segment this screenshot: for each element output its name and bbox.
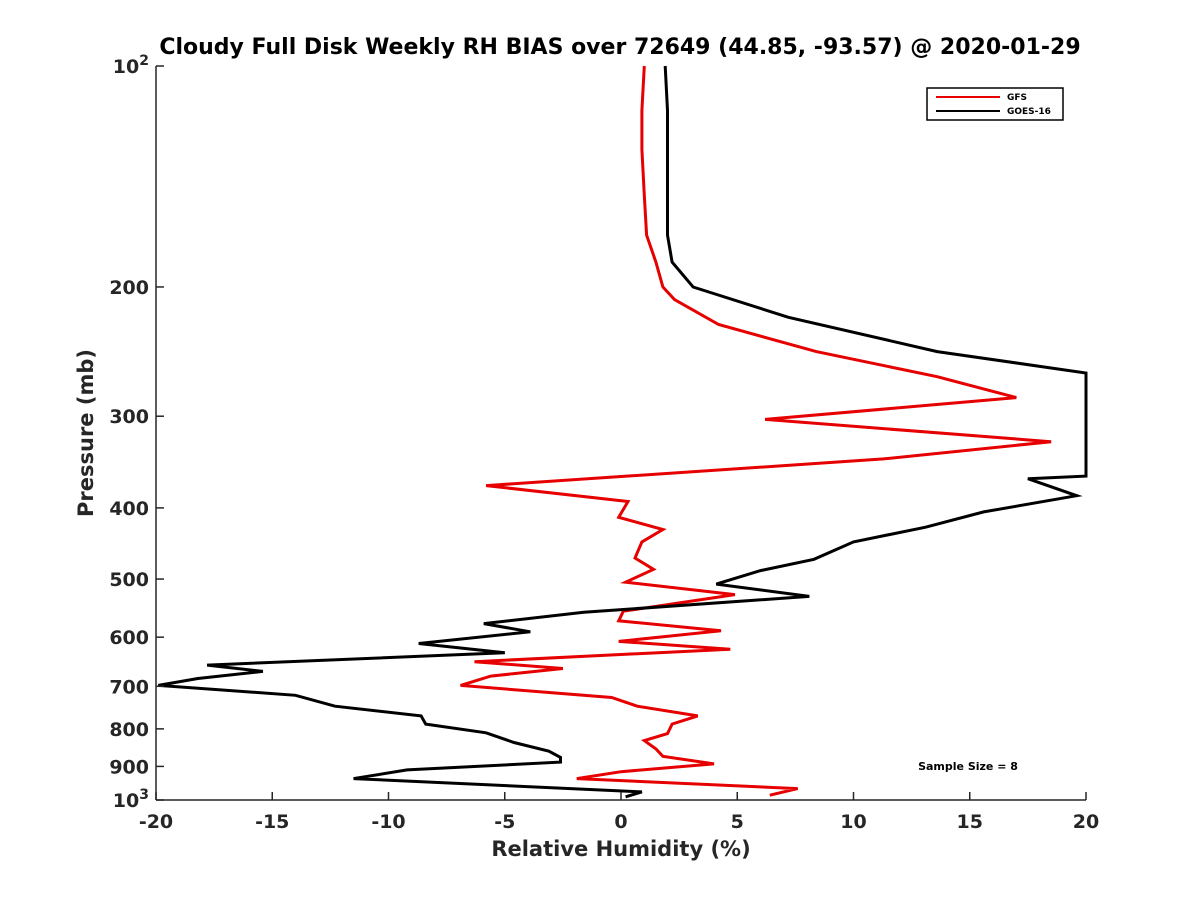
y-tick-label: 103 xyxy=(113,787,149,812)
legend-label-gfs: GFS xyxy=(1007,93,1027,103)
x-tick-label: -20 xyxy=(139,811,173,833)
y-tick-label: 700 xyxy=(109,676,149,698)
x-axis-label: Relative Humidity (%) xyxy=(491,837,750,861)
legend: GFS GOES-16 xyxy=(926,87,1064,121)
y-tick-label: 102 xyxy=(113,53,149,78)
x-tick-label: 10 xyxy=(840,811,866,833)
chart-title: Cloudy Full Disk Weekly RH BIAS over 726… xyxy=(159,35,1080,60)
y-axis-label: Pressure (mb) xyxy=(74,349,98,517)
x-tick-label: -10 xyxy=(371,811,405,833)
y-tick-label: 800 xyxy=(109,719,149,741)
legend-box xyxy=(926,87,1064,121)
x-tick-label: 15 xyxy=(957,811,983,833)
y-axis-ticks: 102 200 300 400 500 600 700 800 900 103 xyxy=(109,53,164,812)
x-tick-label: 20 xyxy=(1073,811,1099,833)
sample-size-annotation: Sample Size = 8 xyxy=(918,760,1018,773)
y-tick-label: 200 xyxy=(109,277,149,299)
y-tick-label: 900 xyxy=(109,756,149,778)
legend-label-goes16: GOES-16 xyxy=(1007,107,1051,117)
y-tick-label: 500 xyxy=(109,569,149,591)
x-tick-label: -5 xyxy=(494,811,515,833)
y-tick-label: 400 xyxy=(109,498,149,520)
x-tick-label: 0 xyxy=(614,811,627,833)
y-tick-label: 300 xyxy=(109,406,149,428)
series-line-gfs xyxy=(460,65,1052,797)
series-line-goes16 xyxy=(158,65,1088,799)
y-tick-label: 600 xyxy=(109,627,149,649)
series-layer xyxy=(158,65,1088,799)
x-axis-ticks: -20 -15 -10 -5 0 5 10 15 20 xyxy=(139,792,1099,833)
x-tick-label: -15 xyxy=(255,811,289,833)
x-tick-label: 5 xyxy=(731,811,744,833)
